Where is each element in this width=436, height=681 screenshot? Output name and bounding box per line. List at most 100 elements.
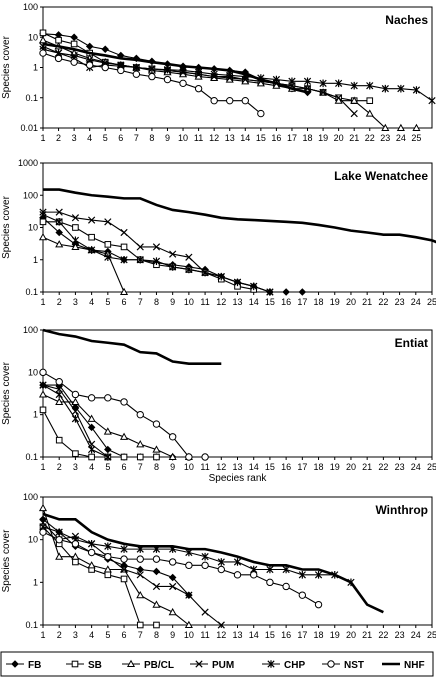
series-line [42, 512, 384, 614]
x-tick-label: 25 [427, 462, 436, 472]
data-point [152, 243, 161, 251]
data-point [334, 96, 343, 104]
data-point [55, 397, 64, 405]
x-tick-label: 7 [138, 630, 143, 640]
data-point [55, 390, 63, 399]
data-point [185, 265, 193, 274]
data-point [38, 503, 48, 512]
legend-item-nhf: NHF [382, 660, 425, 671]
x-tick-label: 3 [73, 297, 78, 307]
data-point [233, 571, 242, 579]
data-point [194, 84, 203, 93]
data-point [335, 94, 343, 102]
data-point [335, 79, 343, 88]
x-tick-label: 17 [297, 462, 307, 472]
data-point [104, 253, 112, 261]
data-point [39, 381, 47, 389]
x-tick-label: 15 [265, 462, 275, 472]
legend-label: PUM [212, 660, 234, 671]
data-point [54, 54, 63, 63]
x-tick-label: 8 [154, 630, 159, 640]
y-tick-label: 10 [28, 367, 38, 377]
x-tick-label: 21 [362, 297, 372, 307]
series-pb-cl [38, 35, 421, 132]
data-point [55, 528, 63, 536]
y-tick-label: 10 [28, 223, 38, 233]
data-point [72, 224, 79, 231]
data-point [88, 233, 95, 241]
data-point [184, 620, 193, 629]
x-tick-label: 17 [297, 297, 307, 307]
legend-label: FB [28, 660, 41, 671]
data-point [314, 600, 323, 609]
series-nst [39, 368, 209, 461]
data-point [210, 70, 218, 79]
data-point [257, 109, 265, 118]
x-tick-label: 20 [346, 462, 356, 472]
x-tick-label: 1 [40, 297, 45, 307]
data-point [266, 565, 274, 574]
data-point [298, 591, 307, 599]
data-point [152, 600, 161, 608]
x-tick-label: 12 [216, 630, 226, 640]
y-tick-label: 100 [23, 190, 38, 200]
x-tick-label: 23 [395, 297, 405, 307]
data-point [185, 253, 193, 261]
series-line [42, 518, 190, 596]
data-point [71, 407, 80, 415]
data-point [168, 433, 177, 441]
x-tick-label: 12 [216, 462, 226, 472]
legend-marker [126, 659, 136, 668]
x-tick-label: 15 [265, 297, 275, 307]
x-tick-label: 20 [334, 133, 344, 143]
series-line [43, 384, 189, 458]
data-point [104, 241, 112, 248]
x-tick-label: 16 [271, 133, 281, 143]
data-point [210, 96, 218, 105]
x-tick-label: 11 [200, 297, 209, 307]
x-tick-label: 9 [170, 462, 175, 472]
x-tick-label: 16 [281, 630, 291, 640]
series-pb-cl [38, 390, 193, 461]
data-point [250, 282, 258, 291]
legend-marker [71, 660, 79, 668]
series-line [42, 371, 206, 458]
data-point [136, 243, 144, 251]
data-point [282, 565, 290, 574]
x-tick-label: 21 [362, 630, 372, 640]
x-tick-label: 24 [411, 630, 421, 640]
data-point [55, 228, 63, 237]
data-point [152, 567, 161, 576]
data-point [428, 96, 436, 105]
plot-frame [42, 329, 433, 458]
data-point [233, 558, 242, 566]
x-tick-label: 25 [427, 297, 436, 307]
legend-marker [267, 660, 275, 668]
x-tick-label: 10 [178, 133, 188, 143]
legend-label: SB [88, 660, 102, 671]
y-tick-label: 0.01 [20, 123, 38, 133]
data-point [85, 42, 94, 51]
data-point [185, 561, 193, 570]
data-point [55, 552, 64, 560]
data-point [132, 63, 140, 72]
data-point [282, 288, 290, 296]
x-tick-label: 22 [378, 630, 388, 640]
y-axis-label: Species cover [1, 35, 12, 98]
data-point [288, 77, 296, 86]
data-point [39, 210, 47, 219]
series-line [43, 188, 436, 244]
panel-title: Entiat [395, 336, 428, 350]
x-tick-label: 1 [40, 462, 45, 472]
x-tick-label: 15 [265, 630, 275, 640]
x-tick-label: 10 [184, 297, 194, 307]
x-tick-label: 7 [138, 297, 143, 307]
x-tick-label: 20 [346, 630, 356, 640]
data-point [241, 96, 249, 105]
data-point [217, 558, 225, 566]
x-tick-label: 2 [56, 133, 61, 143]
x-tick-label: 6 [122, 630, 127, 640]
data-point [101, 63, 109, 72]
legend-item-sb: SB [66, 660, 102, 671]
